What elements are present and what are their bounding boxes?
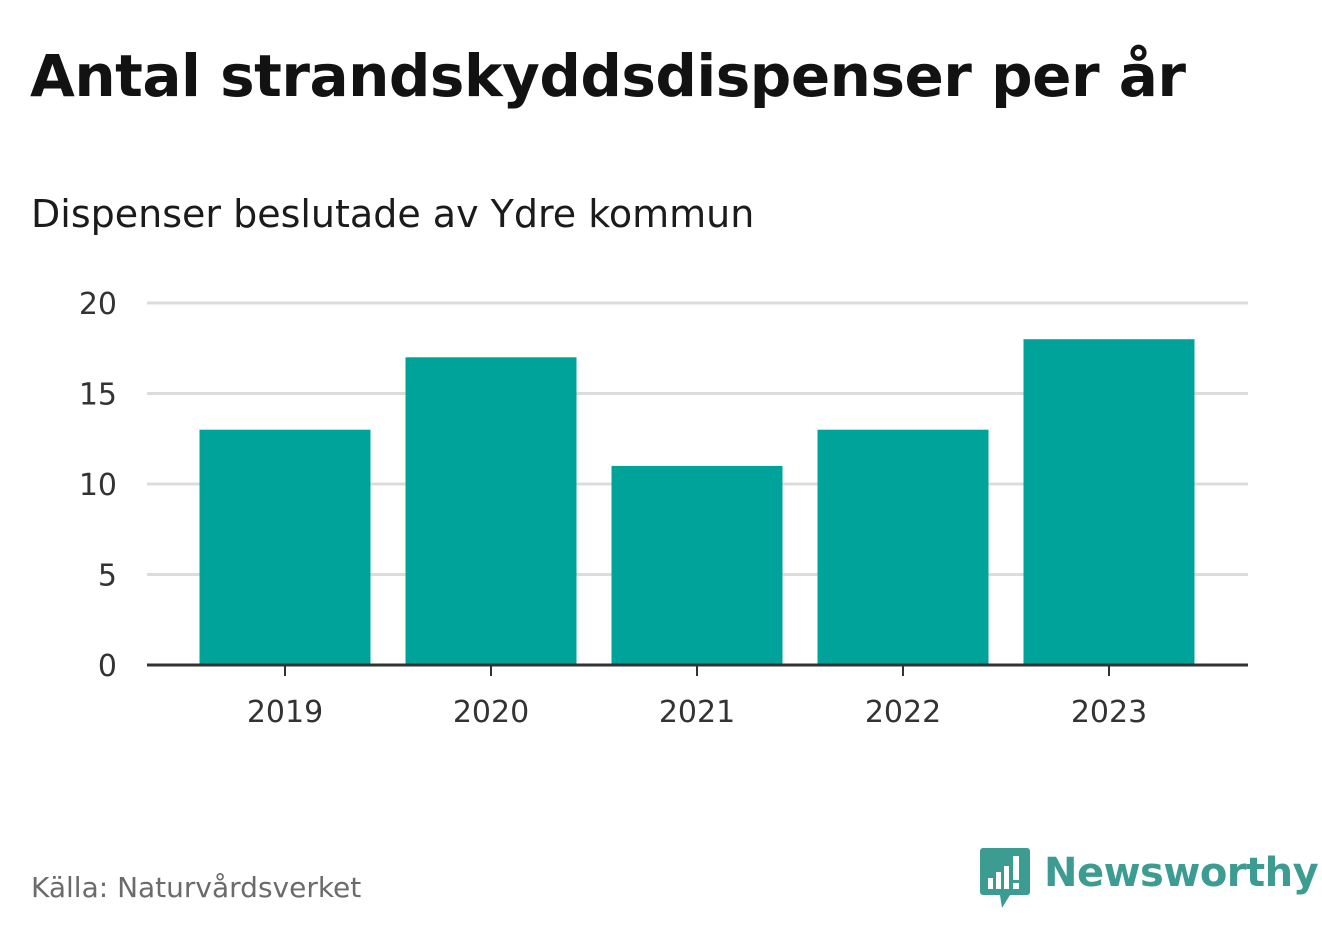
chart-title: Antal strandskyddsdispenser per år: [30, 42, 1186, 110]
bar-2022: [817, 429, 989, 665]
y-tick-label: 20: [79, 287, 117, 322]
axes: 0 5 10 15 20 2019 2020 2021 2022 2023: [79, 287, 1248, 730]
y-tick-label: 10: [79, 468, 117, 503]
bar-2020: [405, 357, 577, 665]
bar-2021: [611, 465, 783, 665]
y-tick-label: 0: [98, 649, 117, 684]
bar-chart: 0 5 10 15 20 2019 2020 2021 2022 2023: [79, 287, 1248, 730]
bar-2023: [1023, 339, 1195, 665]
x-tick-label: 2021: [659, 695, 735, 730]
bars: [199, 339, 1195, 665]
newsworthy-logo-icon: [980, 848, 1030, 908]
source-note: Källa: Naturvårdsverket: [31, 871, 362, 904]
chart-subtitle: Dispenser beslutade av Ydre kommun: [31, 192, 755, 236]
x-tick-label: 2019: [247, 695, 323, 730]
newsworthy-brand: Newsworthy: [980, 848, 1319, 910]
x-tick-label: 2023: [1071, 695, 1147, 730]
x-tick-label: 2022: [865, 695, 941, 730]
bar-2019: [199, 429, 371, 665]
y-tick-label: 5: [98, 559, 117, 594]
y-tick-label: 15: [79, 378, 117, 413]
x-tick-label: 2020: [453, 695, 529, 730]
brand-name: Newsworthy: [1044, 850, 1319, 896]
